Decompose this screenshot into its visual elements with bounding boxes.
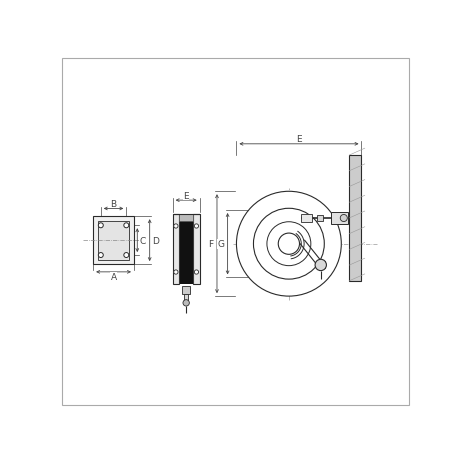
Circle shape (98, 224, 103, 228)
Bar (97, 221, 129, 260)
Bar (182, 286, 190, 294)
Bar (179, 214, 193, 221)
Circle shape (253, 209, 324, 280)
Circle shape (174, 224, 178, 229)
Circle shape (123, 253, 129, 258)
Bar (172, 214, 179, 285)
Bar (193, 214, 199, 285)
Text: F: F (207, 240, 213, 249)
Text: G: G (217, 240, 224, 249)
Bar (316, 262, 325, 269)
Text: E: E (183, 191, 189, 200)
Bar (301, 214, 311, 223)
Circle shape (123, 224, 129, 228)
Circle shape (314, 260, 326, 271)
Circle shape (183, 300, 189, 306)
Bar (330, 212, 347, 225)
Circle shape (194, 224, 198, 229)
Text: D: D (151, 236, 158, 245)
Bar (93, 217, 134, 264)
Circle shape (266, 222, 310, 266)
Text: A: A (110, 273, 117, 282)
Text: C: C (140, 236, 146, 245)
Circle shape (174, 270, 178, 274)
Text: E: E (296, 134, 301, 144)
Text: B: B (110, 200, 117, 208)
Circle shape (278, 234, 299, 255)
Bar (348, 156, 361, 281)
Circle shape (236, 192, 341, 297)
Circle shape (194, 270, 198, 274)
Circle shape (340, 215, 347, 222)
Bar (179, 214, 193, 285)
Circle shape (98, 253, 103, 258)
Bar (316, 216, 322, 221)
Bar (184, 294, 188, 300)
